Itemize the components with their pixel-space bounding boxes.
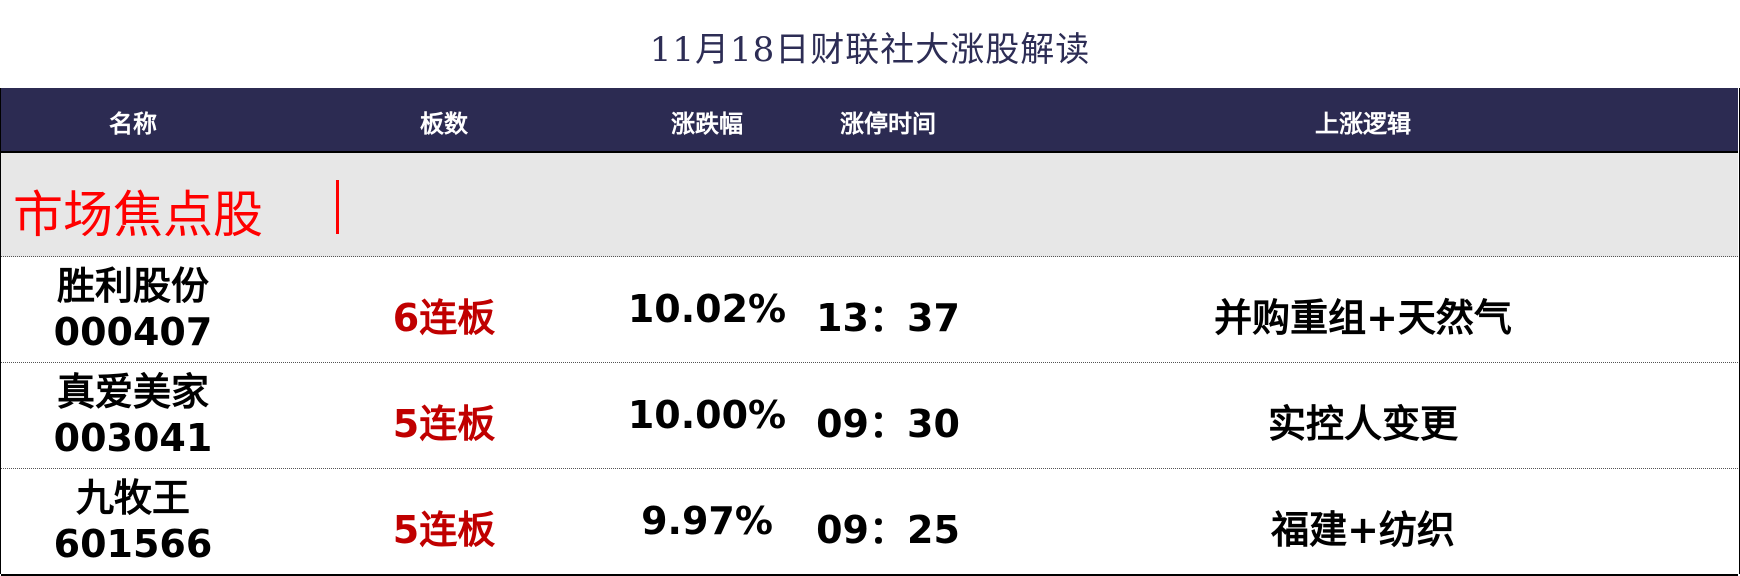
stock-code: 601566 [53,522,213,566]
table-row: 真爱美家 003041 5连板 10.00% 09：30 实控人变更 [1,363,1738,469]
boards-count: 5连板 [392,508,496,552]
column-header-logic: 上涨逻辑 [1315,110,1411,138]
boards-count: 5连板 [392,402,496,446]
change-percent: 10.02% [627,287,787,331]
limit-time: 09：30 [816,402,960,446]
table-row: 九牧王 601566 5连板 9.97% 09：25 福建+纺织 [1,469,1738,576]
stock-name: 九牧王 [75,476,190,520]
section-label: 市场焦点股 [13,186,263,244]
change-percent: 9.97% [641,499,773,543]
section-row: 市场焦点股 [1,153,1738,257]
stock-code: 000407 [53,310,213,354]
table-row: 胜利股份 000407 6连板 10.02% 13：37 并购重组+天然气 [1,257,1738,363]
stock-name-cell: 九牧王 601566 [54,475,213,567]
stock-code: 003041 [53,416,213,460]
stock-name: 胜利股份 [56,264,209,308]
rise-logic: 实控人变更 [1267,402,1459,446]
column-header-limit-time: 涨停时间 [840,110,936,138]
page-title: 11月18日财联社大涨股解读 [649,30,1091,70]
table-header: 名称 板数 涨跌幅 涨停时间 上涨逻辑 [1,88,1738,153]
stock-name-cell: 胜利股份 000407 [54,263,213,355]
limit-time: 09：25 [816,508,960,552]
boards-count: 6连板 [392,296,496,340]
section-divider [336,180,339,234]
rise-logic: 并购重组+天然气 [1214,296,1512,340]
column-header-name: 名称 [109,110,157,138]
stock-name: 真爱美家 [56,370,209,414]
stock-name-cell: 真爱美家 003041 [54,369,213,461]
limit-time: 13：37 [816,296,960,340]
change-percent: 10.00% [627,393,787,437]
rise-logic: 福建+纺织 [1271,508,1455,552]
column-header-change: 涨跌幅 [671,110,743,138]
column-header-boards: 板数 [420,110,468,138]
